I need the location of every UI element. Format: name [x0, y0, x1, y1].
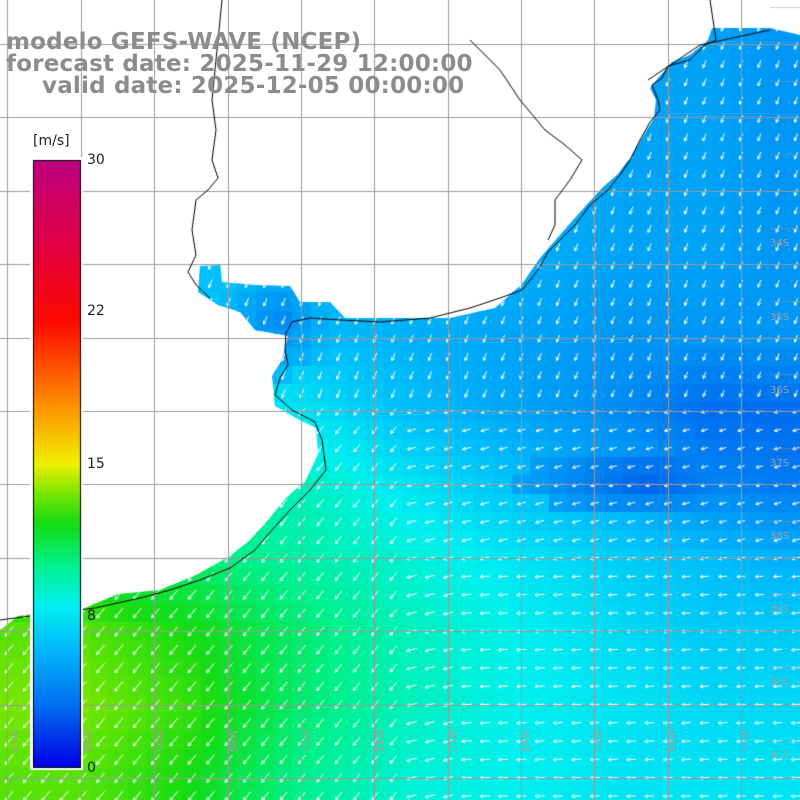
colorbar-tick-22: 22 [87, 303, 105, 319]
lat-label-41s: 41S [770, 750, 790, 761]
lat-label-40s: 40S [770, 677, 790, 688]
lon-label-61w: 61W [10, 729, 21, 752]
lat-label-34s: 34S [770, 238, 790, 249]
lon-label-55w: 55W [448, 729, 459, 752]
forecast-date: forecast date: 2025-11-29 12:00:00 [6, 51, 473, 77]
model-title: modelo GEFS-WAVE (NCEP) [6, 29, 362, 55]
colorbar-tick-0: 0 [87, 760, 96, 776]
lon-label-57w: 57W [302, 729, 313, 752]
lon-label-51w: 51W [740, 729, 751, 752]
lon-label-59w: 59W [156, 729, 167, 752]
lon-label-53w: 53W [594, 729, 605, 752]
colorbar-units: [m/s] [33, 133, 70, 149]
colorbar-tick-30: 30 [87, 152, 105, 168]
lat-label-37s: 37S [770, 458, 790, 469]
lon-label-54w: 54W [521, 729, 532, 752]
lon-label-52w: 52W [667, 729, 678, 752]
lat-label-35s: 35S [770, 312, 790, 323]
lon-label-56w: 56W [375, 729, 386, 752]
lon-label-58w: 58W [229, 729, 240, 752]
lat-label-36s: 36S [770, 385, 790, 396]
lat-label-39s: 39S [770, 604, 790, 615]
lon-label-60w: 60W [83, 729, 94, 752]
valid-date: valid date: 2025-12-05 00:00:00 [42, 73, 465, 99]
colorbar-tick-8: 8 [87, 608, 96, 624]
lat-label-38s: 38S [770, 531, 790, 542]
colorbar-tick-15: 15 [87, 456, 105, 472]
